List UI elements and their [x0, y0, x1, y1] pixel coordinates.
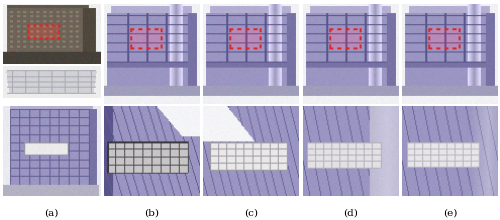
- Text: (e): (e): [442, 209, 457, 218]
- Text: (a): (a): [44, 209, 59, 218]
- Text: (c): (c): [244, 209, 258, 218]
- Text: (b): (b): [144, 209, 159, 218]
- Text: (d): (d): [343, 209, 358, 218]
